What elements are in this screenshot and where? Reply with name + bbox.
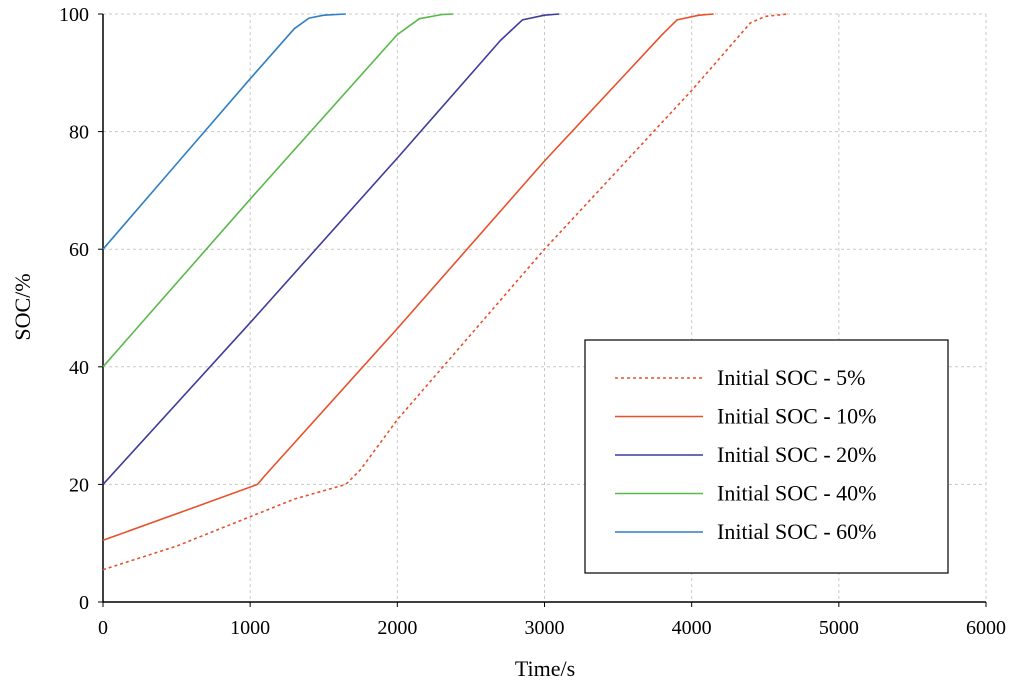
x-tick-label: 1000 [230,617,270,639]
legend: Initial SOC - 5% Initial SOC - 10% Initial… [584,339,949,574]
x-tick-label: 4000 [672,617,712,639]
legend-label-3: Initial SOC - 20% [717,442,877,467]
y-tick-label: 40 [69,357,89,379]
legend-label-5: Initial SOC - 60% [717,519,877,544]
series-line-2 [102,13,714,542]
series-line-5 [102,13,346,250]
legend-label-4: Initial SOC - 40% [717,481,877,506]
y-tick-label: 60 [69,239,89,261]
legend-label-2: Initial SOC - 10% [717,404,877,429]
series-lines [102,13,788,571]
y-tick-label: 80 [69,122,89,144]
x-tick-label: 0 [98,617,108,639]
x-tick-label: 2000 [377,617,417,639]
legend-box [584,339,949,574]
series-line-3 [102,13,560,485]
series-line-4 [102,13,454,368]
x-tick-label: 6000 [966,617,1006,639]
x-axis-title: Time/s [515,656,575,681]
y-tick-label: 0 [79,592,89,614]
x-tick-label: 5000 [819,617,859,639]
y-tick-label: 20 [69,474,89,496]
axes: 0 1000 2000 3000 4000 5000 6000 0 20 40 60 80 100 [59,4,1006,639]
grid [103,13,987,602]
legend-label-1: Initial SOC - 5% [717,365,866,390]
y-axis-title: SOC/% [10,273,35,340]
y-tick-label: 100 [59,4,89,26]
x-tick-label: 3000 [525,617,565,639]
